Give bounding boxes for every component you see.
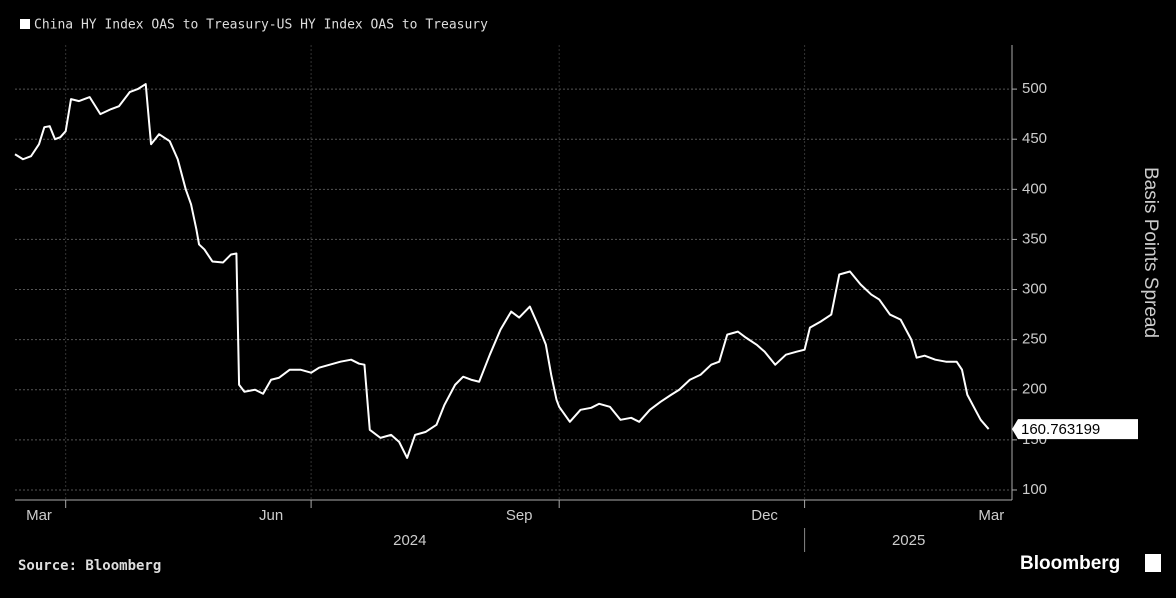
y-tick-label: 100	[1022, 481, 1047, 498]
y-tick-label: 400	[1022, 180, 1047, 197]
y-tick-label: 250	[1022, 331, 1047, 348]
y-tick-label: 500	[1022, 80, 1047, 97]
x-tick-label: Sep	[506, 507, 533, 524]
y-tick-label: 300	[1022, 281, 1047, 298]
x-tick-label: Mar	[26, 507, 52, 524]
y-tick-label: 200	[1022, 381, 1047, 398]
year-label: 2025	[892, 532, 925, 549]
source: Source: Bloomberg	[18, 558, 161, 574]
last-value-label: 160.763199	[1021, 421, 1100, 438]
brand: Bloomberg	[1020, 553, 1120, 574]
x-tick-label: Mar	[978, 507, 1004, 524]
last-value-box	[1012, 419, 1138, 440]
brand-icon	[1145, 554, 1161, 572]
x-tick-label: Jun	[259, 507, 283, 524]
legend-swatch	[20, 19, 30, 29]
y-tick-label: 450	[1022, 130, 1047, 147]
y-tick-label: 350	[1022, 230, 1047, 247]
line	[14, 83, 990, 459]
legend-label: China HY Index OAS to Treasury-US HY Ind…	[34, 18, 488, 33]
x-tick-label: Dec	[751, 507, 778, 524]
y-axis-label: Basis Points Spread	[1140, 167, 1161, 338]
year-label: 2024	[393, 532, 426, 549]
